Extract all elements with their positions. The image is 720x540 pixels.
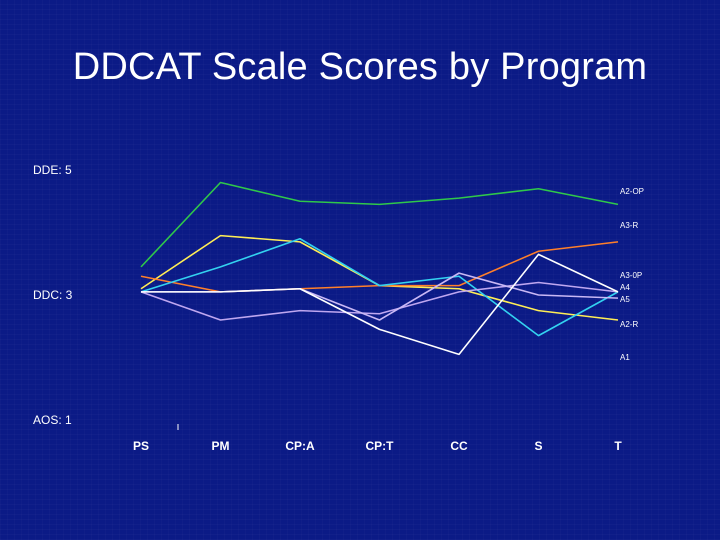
series-label: A2-R — [620, 320, 638, 329]
series-label: A5 — [620, 295, 630, 304]
series-line-a3-r — [140, 234, 619, 321]
y-tick-label: AOS: 1 — [33, 413, 72, 427]
series-label: A2-OP — [620, 187, 644, 196]
x-tick-label: CC — [450, 439, 468, 453]
x-tick-label: PM — [212, 439, 230, 453]
series-label: A3-R — [620, 221, 638, 230]
y-tick-label: DDE: 5 — [33, 163, 72, 177]
page-title: DDCAT Scale Scores by Program — [72, 46, 648, 88]
series-line-a3-0p — [140, 241, 619, 293]
x-tick-label: T — [614, 439, 622, 453]
series-line-a2-op — [140, 181, 619, 268]
x-tick-label: CP:T — [366, 439, 395, 453]
series-label: A1 — [620, 353, 630, 362]
x-tick-label: PS — [133, 439, 149, 453]
series-label: A3-0P — [620, 271, 642, 280]
series-line-a5 — [140, 281, 619, 321]
x-tick-label: CP:A — [285, 439, 315, 453]
series-line-a1 — [141, 253, 619, 356]
series-label: A4 — [620, 283, 630, 292]
x-tick-label: S — [534, 439, 542, 453]
series-line-a4 — [140, 237, 619, 337]
y-tick-label: DDC: 3 — [33, 288, 73, 302]
